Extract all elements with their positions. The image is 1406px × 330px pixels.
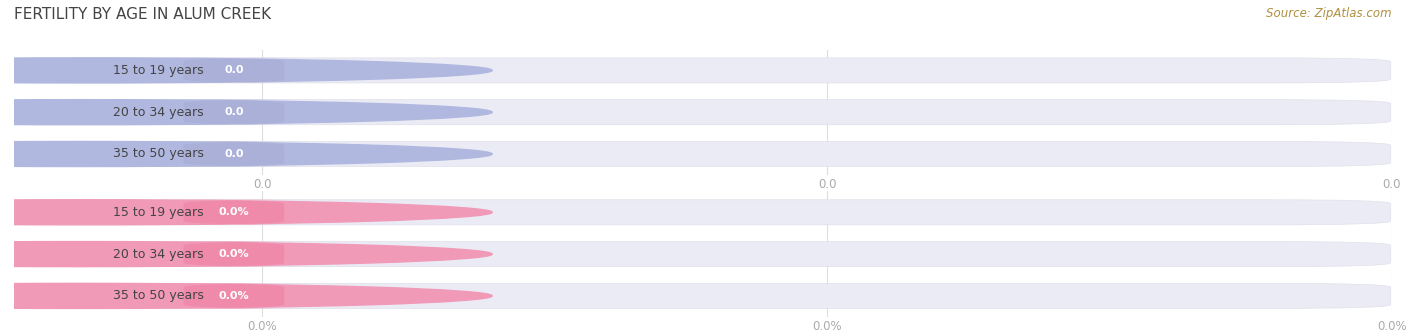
Text: 0.0%: 0.0%	[218, 207, 249, 217]
FancyBboxPatch shape	[17, 58, 1391, 83]
Circle shape	[0, 242, 492, 267]
Text: 0.0%: 0.0%	[218, 291, 249, 301]
Text: 0.0: 0.0	[224, 65, 243, 75]
FancyBboxPatch shape	[160, 200, 308, 225]
FancyBboxPatch shape	[160, 242, 308, 267]
FancyBboxPatch shape	[17, 200, 1391, 225]
Text: 15 to 19 years: 15 to 19 years	[114, 206, 204, 219]
FancyBboxPatch shape	[160, 100, 308, 125]
Text: 35 to 50 years: 35 to 50 years	[114, 148, 204, 160]
Text: 20 to 34 years: 20 to 34 years	[114, 106, 204, 119]
Circle shape	[0, 100, 492, 125]
Text: 20 to 34 years: 20 to 34 years	[114, 248, 204, 261]
Text: 15 to 19 years: 15 to 19 years	[114, 64, 204, 77]
Text: 35 to 50 years: 35 to 50 years	[114, 289, 204, 302]
Circle shape	[0, 58, 492, 83]
Circle shape	[0, 200, 492, 225]
Circle shape	[0, 283, 492, 309]
FancyBboxPatch shape	[17, 142, 1391, 167]
FancyBboxPatch shape	[160, 283, 308, 309]
Circle shape	[0, 142, 492, 167]
Text: Source: ZipAtlas.com: Source: ZipAtlas.com	[1267, 7, 1392, 19]
FancyBboxPatch shape	[160, 142, 308, 167]
Text: 0.0: 0.0	[224, 149, 243, 159]
FancyBboxPatch shape	[17, 100, 1391, 125]
FancyBboxPatch shape	[160, 58, 308, 83]
Text: FERTILITY BY AGE IN ALUM CREEK: FERTILITY BY AGE IN ALUM CREEK	[14, 7, 271, 21]
Text: 0.0%: 0.0%	[218, 249, 249, 259]
FancyBboxPatch shape	[17, 242, 1391, 267]
FancyBboxPatch shape	[17, 283, 1391, 309]
Text: 0.0: 0.0	[224, 107, 243, 117]
